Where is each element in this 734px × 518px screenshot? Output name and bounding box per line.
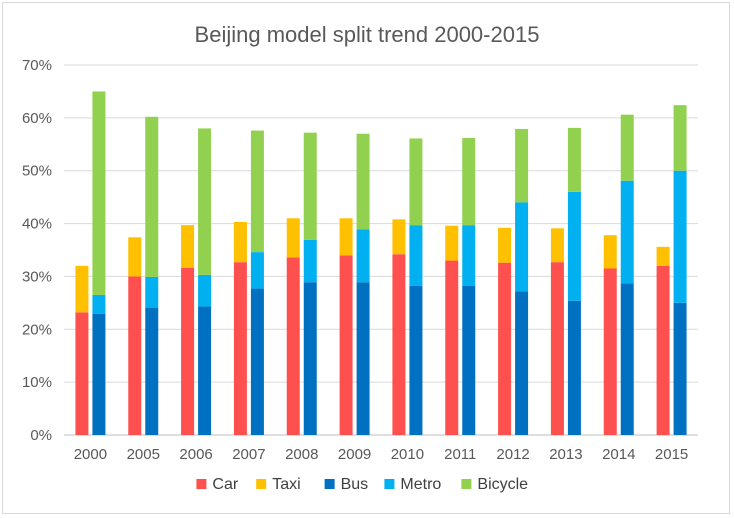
y-tick-label: 70%	[22, 57, 52, 74]
bar-bus-2014	[620, 283, 634, 435]
bar-metro-2015	[673, 170, 687, 303]
y-tick-label: 0%	[30, 427, 52, 444]
x-tick-label: 2009	[338, 446, 371, 463]
bar-taxi-2007	[233, 221, 247, 263]
bar-taxi-2010	[392, 219, 406, 255]
bar-car-2010	[392, 254, 406, 435]
x-tick-label: 2012	[496, 446, 529, 463]
bar-car-2009	[339, 255, 353, 435]
bar-car-2000	[75, 312, 89, 435]
bar-car-2011	[445, 260, 459, 435]
legend-swatch-bus	[324, 479, 335, 489]
bar-bicycle-2014	[620, 114, 634, 181]
bar-taxi-2005	[128, 237, 142, 277]
bar-bus-2012	[515, 291, 529, 435]
x-tick-label: 2006	[179, 446, 212, 463]
bar-metro-2000	[92, 294, 106, 314]
x-axis-ticks: 2000 2005 2006 2007 2008 2009 2010 2011 2012 2013…	[74, 446, 689, 463]
x-tick-label: 2015	[655, 446, 688, 463]
bar-taxi-2009	[339, 218, 353, 256]
bar-bus-2009	[356, 282, 370, 435]
y-tick-label: 60%	[22, 110, 52, 127]
bar-taxi-2012	[498, 227, 512, 263]
legend-swatch-bicycle	[461, 479, 472, 489]
bar-bus-2010	[409, 285, 423, 435]
bar-metro-2014	[620, 180, 634, 284]
bar-bus-2006	[198, 306, 212, 435]
y-tick-label: 50%	[22, 163, 52, 180]
bar-car-2007	[233, 262, 247, 435]
gridlines	[64, 64, 698, 436]
bar-metro-2008	[303, 239, 317, 283]
bar-car-2005	[128, 276, 142, 435]
bar-metro-2007	[250, 252, 264, 289]
bar-metro-2011	[462, 225, 476, 286]
x-tick-label: 2014	[602, 446, 635, 463]
x-tick-label: 2008	[285, 446, 318, 463]
bar-bicycle-2007	[250, 130, 264, 253]
bar-taxi-2014	[603, 235, 617, 269]
legend: Car Taxi Bus Metro Bicycle	[196, 476, 528, 493]
bar-bus-2000	[92, 313, 106, 435]
bar-car-2015	[656, 265, 670, 435]
bar-bus-2007	[250, 288, 264, 435]
y-tick-label: 30%	[22, 268, 52, 285]
bar-metro-2013	[567, 191, 581, 301]
legend-label-metro: Metro	[400, 476, 441, 493]
bar-bicycle-2006	[198, 128, 212, 275]
x-tick-label: 2007	[232, 446, 265, 463]
bar-bicycle-2012	[515, 128, 529, 203]
bar-bus-2011	[462, 285, 476, 435]
bar-taxi-2008	[286, 218, 300, 258]
x-tick-label: 2013	[549, 446, 582, 463]
bar-car-2013	[550, 262, 564, 435]
bar-bicycle-2000	[92, 91, 106, 295]
bar-car-2014	[603, 268, 617, 435]
x-tick-label: 2011	[444, 446, 476, 463]
y-axis-ticks: 0% 10% 20% 30% 40% 50% 60% 70%	[22, 57, 52, 444]
bar-car-2012	[498, 262, 512, 435]
y-tick-label: 20%	[22, 321, 52, 338]
bar-bicycle-2010	[409, 138, 423, 226]
bar-metro-2005	[145, 276, 159, 308]
x-tick-label: 2000	[74, 446, 107, 463]
bar-bicycle-2009	[356, 133, 370, 230]
y-tick-label: 40%	[22, 216, 52, 233]
bar-bus-2005	[145, 307, 159, 435]
legend-label-car: Car	[212, 476, 238, 493]
bar-bicycle-2011	[462, 137, 476, 226]
bar-car-2008	[286, 257, 300, 435]
bar-bicycle-2015	[673, 105, 687, 171]
legend-swatch-metro	[384, 479, 395, 489]
bar-car-2006	[181, 267, 195, 435]
bar-metro-2009	[356, 229, 370, 283]
bar-taxi-2013	[550, 228, 564, 263]
bar-taxi-2011	[445, 225, 459, 261]
bar-metro-2012	[515, 202, 529, 292]
x-tick-label: 2005	[127, 446, 160, 463]
bars	[75, 91, 687, 435]
legend-label-taxi: Taxi	[272, 476, 300, 493]
bar-taxi-2000	[75, 265, 89, 313]
bar-bicycle-2008	[303, 132, 317, 240]
bar-bus-2015	[673, 302, 687, 435]
bar-bus-2008	[303, 282, 317, 435]
bar-bus-2013	[567, 300, 581, 435]
x-tick-label: 2010	[391, 446, 424, 463]
legend-swatch-car	[196, 479, 207, 489]
bar-taxi-2006	[181, 225, 195, 268]
legend-label-bus: Bus	[341, 476, 369, 493]
bar-taxi-2015	[656, 246, 670, 266]
chart-title: Beijing model split trend 2000-2015	[195, 22, 540, 47]
legend-label-bicycle: Bicycle	[477, 476, 528, 493]
bar-metro-2010	[409, 225, 423, 286]
bar-metro-2006	[198, 274, 212, 307]
bar-bicycle-2005	[145, 116, 159, 277]
legend-swatch-taxi	[256, 479, 267, 489]
bar-bicycle-2013	[567, 127, 581, 192]
y-tick-label: 10%	[22, 374, 52, 391]
